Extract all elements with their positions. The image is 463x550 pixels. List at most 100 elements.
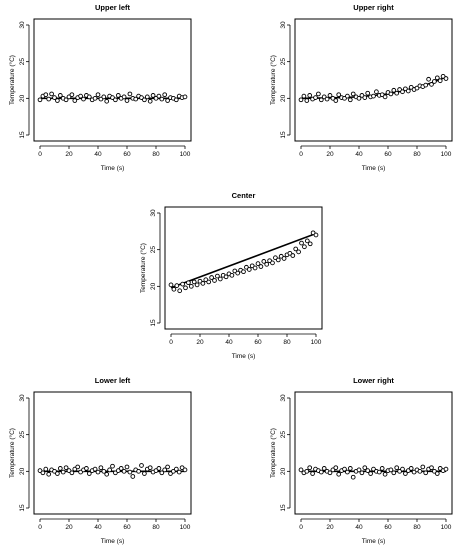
x-tick-label: 0: [169, 339, 173, 346]
data-point: [124, 98, 130, 103]
data-point: [342, 466, 347, 472]
data-point: [336, 92, 342, 98]
data-point: [362, 465, 368, 471]
data-point: [142, 97, 147, 103]
data-point: [182, 467, 188, 473]
y-tick-label: 15: [150, 319, 157, 327]
panel-center: Center 0 20 40 60 80 100 15 20 25 30 Time (s) Temper…: [139, 191, 323, 360]
data-point: [92, 95, 98, 101]
data-point: [345, 93, 350, 99]
x-tick-label: 40: [94, 151, 102, 158]
data-point: [142, 471, 147, 476]
x-tick-label: 60: [384, 151, 392, 158]
data-point: [347, 466, 353, 471]
data-point: [174, 283, 180, 288]
y-tick-label: 20: [19, 94, 26, 102]
data-point: [46, 96, 52, 102]
y-tick-label: 30: [280, 21, 287, 29]
data-point: [281, 256, 287, 261]
data-point: [333, 465, 339, 471]
x-tick-label: 80: [283, 339, 291, 346]
data-point: [235, 270, 241, 276]
data-point: [394, 90, 400, 96]
data-point: [212, 278, 217, 283]
data-point: [434, 75, 440, 81]
data-point: [388, 467, 394, 473]
data-point: [333, 98, 339, 103]
data-point: [264, 261, 270, 267]
data-point: [347, 97, 353, 103]
data-point: [313, 95, 318, 100]
x-tick-label: 80: [413, 151, 421, 158]
x-tick-label: 20: [326, 151, 334, 158]
data-point: [118, 466, 124, 471]
y-tick-label: 20: [280, 94, 287, 102]
y-tick-label: 25: [280, 58, 287, 66]
data-point: [394, 465, 400, 471]
y-axis-label: Temperature (°C): [139, 243, 147, 293]
x-tick-label: 40: [355, 151, 363, 158]
data-point: [296, 249, 301, 255]
x-axis-label: Time (s): [232, 353, 256, 360]
chart-title: Upper left: [95, 3, 131, 12]
y-axis-label: Temperature (°C): [8, 428, 16, 478]
data-point: [275, 257, 281, 263]
data-point: [177, 288, 183, 294]
data-point: [388, 91, 394, 97]
y-tick-label: 20: [280, 467, 287, 475]
data-point: [186, 280, 191, 286]
data-point: [57, 466, 63, 471]
data-point: [144, 94, 150, 100]
data-point: [150, 93, 156, 98]
data-point: [104, 98, 110, 104]
data-point: [246, 267, 252, 272]
x-tick-label: 100: [441, 151, 452, 158]
y-tick-label: 25: [280, 431, 287, 439]
x-tick-label: 0: [38, 151, 42, 158]
data-point: [376, 469, 382, 475]
data-point: [371, 93, 376, 99]
data-point: [55, 471, 60, 476]
data-point: [258, 264, 264, 269]
data-point: [223, 274, 229, 280]
x-tick-label: 20: [326, 524, 334, 531]
data-point: [110, 463, 115, 469]
data-point: [405, 88, 411, 94]
data-point: [86, 471, 92, 476]
data-point: [69, 92, 75, 98]
panel-upper-right: Upper right 0 20 40 60 80 100 15 20 25 30 Time (s) T…: [269, 3, 453, 172]
data-point: [290, 253, 296, 258]
data-point: [40, 470, 46, 476]
x-tick-label: 0: [299, 151, 303, 158]
data-point: [324, 96, 330, 102]
data-point: [63, 465, 69, 471]
data-point: [95, 469, 101, 475]
data-point: [217, 276, 223, 282]
data-point: [86, 94, 92, 100]
data-point: [382, 94, 388, 100]
chart-title: Center: [232, 191, 256, 200]
data-point: [408, 466, 414, 471]
data-point: [356, 95, 362, 101]
data-point: [173, 466, 179, 472]
x-tick-label: 0: [299, 524, 303, 531]
x-axis-label: Time (s): [362, 165, 386, 172]
data-point: [139, 463, 144, 468]
data-point: [365, 90, 371, 96]
data-point: [318, 97, 324, 103]
y-tick-label: 30: [280, 394, 287, 402]
x-tick-label: 20: [196, 339, 204, 346]
data-point: [359, 470, 365, 476]
data-point: [72, 98, 78, 103]
data-point: [327, 93, 333, 98]
data-point: [302, 244, 307, 250]
data-point: [43, 466, 49, 472]
data-point: [98, 465, 104, 471]
chart-title: Lower left: [95, 376, 131, 385]
data-point: [75, 464, 81, 470]
data-point: [43, 92, 49, 98]
chart-title: Lower right: [353, 376, 394, 385]
data-point: [121, 94, 127, 100]
data-point: [304, 468, 310, 474]
